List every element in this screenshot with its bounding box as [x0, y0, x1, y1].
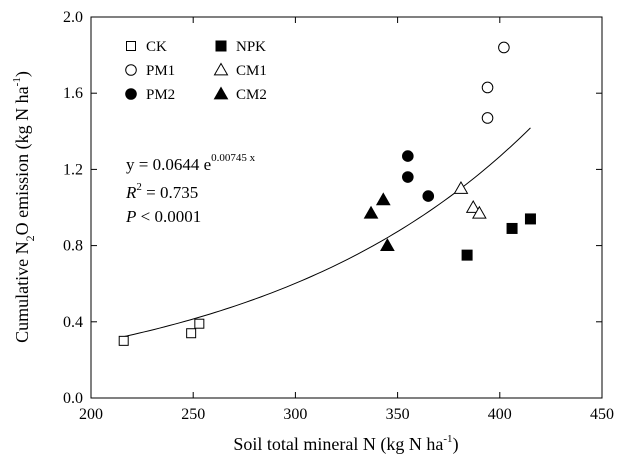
- fit-equation: y = 0.0644 e0.00745 x: [126, 152, 256, 174]
- y-tick-label: 0.4: [63, 314, 83, 331]
- point-cm1: [453, 180, 469, 194]
- legend-marker-cm1: [213, 62, 229, 76]
- legend-label-cm1: CM1: [236, 63, 267, 79]
- legend-label-npk: NPK: [236, 39, 266, 55]
- p-value-label: P < 0.0001: [125, 207, 201, 226]
- point-ck: [186, 328, 197, 339]
- legend-label-ck: CK: [146, 39, 167, 55]
- x-tick-label: 350: [386, 406, 410, 423]
- legend-marker-cm2: [213, 86, 229, 100]
- point-npk: [506, 222, 518, 234]
- plot-frame: [90, 16, 603, 399]
- x-tick-label: 200: [79, 406, 103, 423]
- x-tick-label: 450: [590, 406, 614, 423]
- r-squared-label: R2 = 0.735: [125, 181, 198, 202]
- point-cm2: [375, 192, 391, 206]
- point-cm1: [471, 205, 487, 219]
- axis-ticks: 200 250 300 350 400 450 0.0 0.4 0.8 1.2 1.6 2.0: [63, 9, 614, 423]
- x-tick-label: 300: [283, 406, 307, 423]
- point-pm2: [422, 190, 435, 202]
- y-tick-label: 1.2: [63, 161, 83, 178]
- x-tick-label: 250: [181, 406, 205, 423]
- legend-label-pm1: PM1: [146, 63, 175, 79]
- point-cm2: [380, 238, 395, 251]
- point-pm2: [402, 171, 414, 183]
- legend: CK NPK PM1 CM1 PM2 CM2: [125, 39, 267, 103]
- point-ck: [194, 318, 205, 329]
- y-tick-label: 1.6: [63, 85, 83, 102]
- legend-label-pm2: PM2: [146, 87, 175, 103]
- x-axis-label: Soil total mineral N (kg N ha-1): [233, 433, 458, 455]
- y-tick-label: 0.8: [63, 238, 83, 255]
- legend-marker-ck: [126, 41, 136, 51]
- legend-label-cm2: CM2: [236, 87, 267, 103]
- point-pm1: [481, 81, 494, 94]
- y-tick-label: 2.0: [63, 9, 83, 26]
- legend-marker-npk: [215, 40, 227, 52]
- point-pm2: [402, 150, 414, 162]
- legend-marker-pm1: [125, 64, 137, 76]
- data-points: [118, 41, 536, 346]
- y-axis-label: Cumulative N2O emission (kg N ha-1): [11, 71, 37, 343]
- plot-area: [90, 16, 603, 399]
- point-pm1: [481, 112, 494, 124]
- legend-marker-pm2: [125, 88, 137, 100]
- point-npk: [461, 249, 473, 261]
- y-tick-label: 0.0: [63, 390, 83, 407]
- point-cm1: [465, 199, 481, 213]
- point-pm1: [498, 41, 510, 54]
- x-tick-label: 400: [488, 406, 512, 423]
- point-npk: [524, 213, 536, 225]
- point-ck: [118, 335, 129, 346]
- point-cm2: [363, 205, 379, 219]
